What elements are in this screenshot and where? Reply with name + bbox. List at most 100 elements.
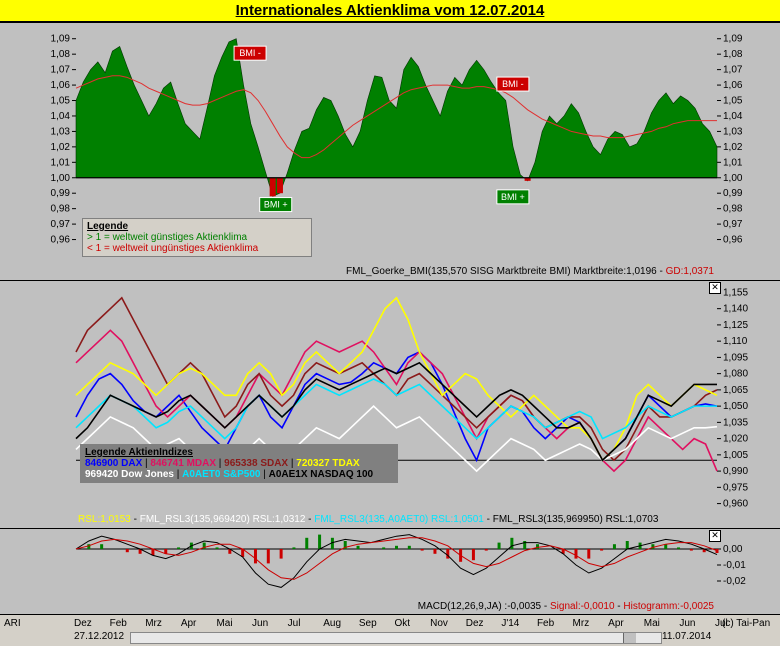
bmi-negative-bar (269, 177, 276, 197)
rsl-status-part-4: FML_RSL3(135,A0AET0) RSL:1,0501 (314, 514, 484, 525)
y-tick-label-left: 1,00 (51, 173, 71, 184)
legend-separator: | (173, 469, 183, 480)
start-date: 27.12.2012 (74, 631, 125, 642)
index-legend-title: Legende AktienIndizes (85, 447, 193, 458)
month-label: Dez (465, 618, 484, 629)
y-tick-label-right: 0,99 (723, 188, 743, 199)
month-label: Feb (109, 618, 127, 629)
legend-item-1: A0AET0 S&P500 (182, 469, 261, 480)
y-tick-label-right: 0,96 (723, 235, 743, 246)
month-label: Apr (608, 618, 624, 629)
legend-item-1: 846741 MDAX (150, 458, 217, 469)
y-tick-label-right: 0,97 (723, 219, 743, 230)
rsl-chart: 1,155 1,140 1,125 1,110 1,095 1,080 1,065 1,050… (75, 287, 748, 510)
bmi-signal-label: BMI - (502, 79, 524, 89)
bmi-status-gd: GD:1,0371 (665, 266, 714, 277)
month-label: J'14 (501, 618, 520, 629)
scrollbar-thumb[interactable] (623, 633, 636, 643)
y-tick-label-right: 1,005 (723, 450, 748, 461)
month-label: Okt (394, 618, 411, 629)
month-label: Mai (643, 618, 660, 629)
rsl-status-part-3: - (305, 514, 315, 525)
y-tick-label-right: 1,020 (723, 434, 748, 445)
bmi-signal-badge (259, 197, 293, 213)
bmi-area (75, 38, 718, 197)
y-tick-label-right: 0,990 (723, 466, 748, 477)
y-tick-label-left: 1,03 (51, 126, 71, 137)
rsl-status: RSL:1,0153 - FML_RSL3(135,969420) RSL:1,… (78, 514, 658, 525)
bmi-legend-negative: < 1 = weltweit ungünstiges Aktienklima (87, 243, 259, 254)
close-icon[interactable]: ✕ (709, 282, 721, 294)
legend-separator: | (216, 458, 225, 469)
time-scrollbar[interactable] (130, 632, 662, 644)
series-line (75, 296, 718, 462)
y-tick-label-left: 1,08 (51, 49, 71, 60)
y-tick-label-right: -0,02 (723, 576, 746, 587)
bmi-legend: Legende > 1 = weltweit günstiges Aktienk… (82, 218, 312, 257)
series-line (75, 405, 718, 473)
y-tick-label-left: 0,97 (51, 219, 71, 230)
y-tick-label-left: 1,09 (51, 34, 71, 45)
y-tick-label-right: 1,08 (723, 49, 743, 60)
close-icon[interactable]: ✕ (709, 530, 721, 542)
y-tick-label-left: 1,07 (51, 65, 71, 76)
y-tick-label-right: 1,01 (723, 157, 743, 168)
month-label: Apr (180, 618, 197, 629)
macd-chart: 0,00 -0,01 -0,02 (75, 534, 746, 588)
y-tick-label-right: 0,975 (723, 482, 748, 493)
y-tick-label-right: 1,03 (723, 126, 743, 137)
end-date: 11.07.2014 (662, 631, 712, 642)
index-legend: Legende AktienIndizes 846900 DAX | 84674… (80, 444, 398, 483)
series-line (75, 378, 717, 440)
y-tick-label-right: 1,09 (723, 34, 743, 45)
month-label: Jun (252, 618, 269, 629)
y-tick-label-right: 1,05 (723, 96, 743, 107)
bmi-negative-bar (276, 177, 283, 194)
y-tick-label-right: 1,125 (723, 320, 748, 331)
y-tick-label-right: 1,00 (723, 173, 743, 184)
legend-separator: | (260, 469, 269, 480)
rsl-status-part-0: RSL:1,0153 (78, 514, 131, 525)
y-tick-label-right: -0,01 (723, 560, 746, 571)
y-tick-label-right: 1,080 (723, 369, 748, 380)
bmi-legend-title: Legende (87, 221, 129, 232)
macd-histogram: Histogramm:-0,0025 (623, 601, 714, 612)
legend-item-0: 969420 Dow Jones (85, 469, 174, 480)
month-label: Nov (430, 618, 448, 629)
bmi-status: FML_Goerke_BMI(135,570 SISG Marktbreite … (346, 266, 714, 277)
legend-separator: | (288, 458, 297, 469)
month-label: Feb (536, 618, 555, 629)
macd-status: MACD(12,26,9,JA) :-0,0035 - Signal:-0,00… (417, 601, 714, 612)
bmi-signal-label: BMI + (501, 192, 525, 202)
bmi-status-text: FML_Goerke_BMI(135,570 SISG Marktbreite … (346, 266, 657, 277)
y-tick-label-left: 0,96 (51, 235, 71, 246)
y-tick-label-left: 1,01 (51, 157, 71, 168)
y-tick-label-right: 1,035 (723, 417, 748, 428)
month-label: Jun (679, 618, 696, 629)
bmi-chart: 1,09 1,09 1,08 1,08 1,07 1,07 1,06 1,06 1,05 1,05… (51, 31, 743, 255)
y-tick-label-right: 1,065 (723, 385, 748, 396)
bmi-panel: 1,09 1,09 1,08 1,08 1,07 1,07 1,06 1,06 1,05 1,05… (0, 22, 780, 280)
y-tick-label-right: 0,960 (723, 499, 748, 510)
y-tick-label-left: 1,02 (51, 142, 71, 153)
month-label: Mrz (572, 618, 590, 629)
month-label: Aug (323, 618, 342, 629)
month-label: Mrz (145, 618, 162, 629)
y-tick-label-left: 0,98 (51, 204, 71, 215)
bmi-negative-bar (524, 177, 531, 181)
signal-line (75, 537, 718, 580)
bmi-signal-label: BMI + (264, 200, 288, 210)
legend-item-2: 965338 SDAX (224, 458, 289, 469)
copyright: (c) Tai-Pan (722, 618, 771, 629)
macd-line (75, 534, 718, 588)
month-label: Sep (358, 618, 377, 629)
y-tick-label-right: 1,02 (723, 142, 743, 153)
bmi-signal-label: BMI - (239, 48, 261, 58)
macd-signal: Signal:-0,0010 (550, 601, 615, 612)
y-tick-label-right: 1,155 (723, 287, 748, 298)
page-title: Internationales Aktienklima vom 12.07.20… (235, 2, 545, 19)
rsl-status-part-6: FML_RSL3(135,969950) RSL:1,0703 (492, 514, 659, 525)
series-line (75, 361, 717, 462)
y-tick-label-right: 1,095 (723, 352, 748, 363)
